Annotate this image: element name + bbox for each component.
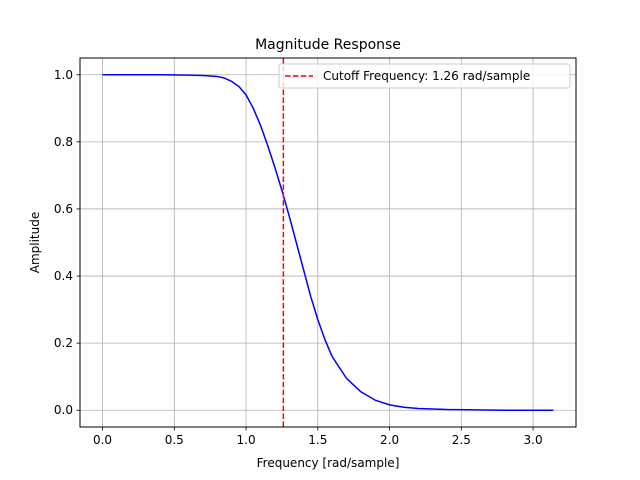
y-tick-label: 0.6 [54, 202, 73, 216]
y-tick-label: 1.0 [54, 68, 73, 82]
x-tick-label: 1.5 [308, 433, 327, 447]
x-axis-label: Frequency [rad/sample] [257, 456, 400, 470]
magnitude-curve [102, 74, 554, 411]
legend-box [278, 63, 571, 89]
x-tick-label: 2.5 [452, 433, 471, 447]
x-tick-label: 0.0 [93, 433, 112, 447]
y-tick-label: 0.8 [54, 135, 73, 149]
y-tick-label: 0.4 [54, 269, 73, 283]
legend: Cutoff Frequency: 1.26 rad/sample [278, 63, 571, 89]
x-tick-label: 2.0 [380, 433, 399, 447]
chart-title: Magnitude Response [255, 37, 401, 53]
y-tick-label: 0.2 [54, 336, 73, 350]
series-layer [102, 58, 554, 427]
x-tick-label: 0.5 [165, 433, 184, 447]
legend-label-cutoff: Cutoff Frequency: 1.26 rad/sample [323, 69, 530, 83]
y-tick-label: 0.0 [54, 403, 73, 417]
y-axis-label: Amplitude [28, 212, 42, 274]
x-tick-label: 1.0 [237, 433, 256, 447]
grid [80, 58, 576, 427]
ticks: 0.0 0.5 1.0 1.5 2.0 2.5 3.0 0.0 0.2 0.4 0.6 0.8 1.0 [54, 68, 543, 447]
plot-frame [79, 57, 577, 428]
x-tick-label: 3.0 [524, 433, 543, 447]
